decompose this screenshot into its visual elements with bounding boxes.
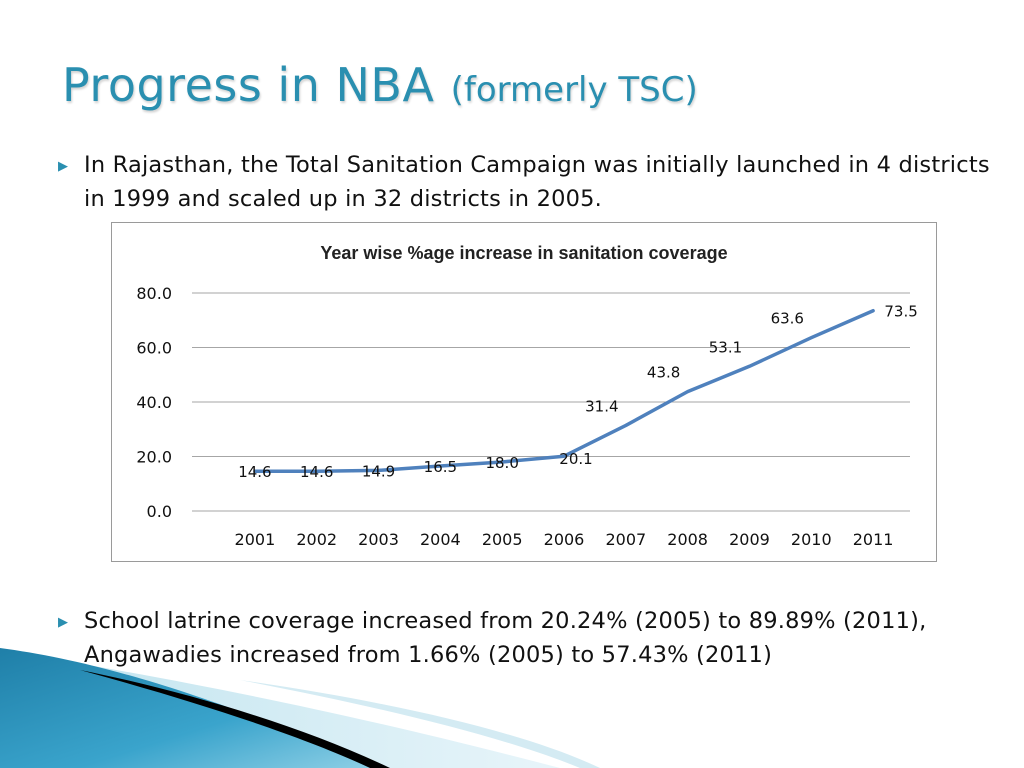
x-tick-label: 2009 — [729, 530, 770, 549]
x-tick-label: 2011 — [853, 530, 894, 549]
data-label: 16.5 — [424, 458, 457, 476]
data-label: 43.8 — [647, 364, 680, 382]
x-tick-label: 2010 — [791, 530, 832, 549]
data-label: 53.1 — [709, 338, 742, 356]
chart-canvas: Year wise %age increase in sanitation co… — [136, 243, 917, 549]
x-tick-label: 2006 — [544, 530, 585, 549]
data-label: 31.4 — [585, 397, 618, 415]
y-tick-label: 20.0 — [136, 448, 172, 467]
x-tick-label: 2007 — [605, 530, 646, 549]
x-tick-label: 2001 — [235, 530, 276, 549]
x-tick-label: 2008 — [667, 530, 708, 549]
bullet-text: School latrine coverage increased from 2… — [84, 608, 927, 668]
y-tick-label: 80.0 — [136, 284, 172, 303]
sanitation-coverage-chart: Year wise %age increase in sanitation co… — [111, 222, 937, 562]
series-line — [253, 308, 875, 473]
data-label: 73.5 — [884, 303, 917, 321]
data-label: 14.6 — [300, 463, 333, 481]
data-label: 14.6 — [238, 463, 271, 481]
bullet-arrow-icon: ▶ — [58, 159, 68, 174]
x-tick-label: 2002 — [296, 530, 337, 549]
data-label: 20.1 — [559, 450, 592, 468]
x-tick-label: 2004 — [420, 530, 461, 549]
data-label: 18.0 — [485, 454, 518, 472]
data-label: 14.9 — [362, 462, 395, 480]
x-tick-label: 2003 — [358, 530, 399, 549]
y-tick-label: 60.0 — [136, 339, 172, 358]
bullet-text: In Rajasthan, the Total Sanitation Campa… — [84, 152, 990, 212]
data-label: 63.6 — [771, 310, 804, 328]
bullet-item: ▶ In Rajasthan, the Total Sanitation Cam… — [58, 148, 1008, 216]
x-tick-label: 2005 — [482, 530, 523, 549]
y-tick-label: 40.0 — [136, 393, 172, 412]
y-tick-label: 0.0 — [147, 502, 172, 521]
bullet-arrow-icon: ▶ — [58, 615, 68, 630]
bullet-item: ▶ School latrine coverage increased from… — [58, 604, 1008, 672]
slide-title-main: Progress in NBA — [62, 58, 435, 112]
slide-title: Progress in NBA (formerly TSC) — [62, 58, 698, 112]
slide-title-sub: (formerly TSC) — [450, 70, 698, 110]
chart-title: Year wise %age increase in sanitation co… — [320, 243, 727, 263]
